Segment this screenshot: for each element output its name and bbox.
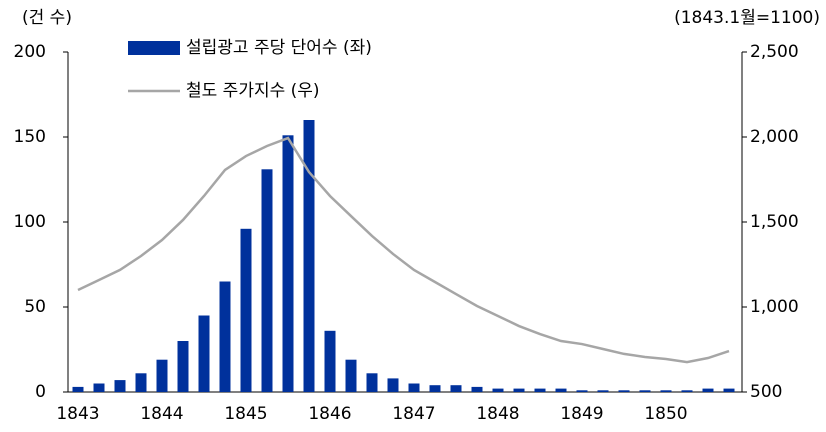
bar	[282, 135, 294, 393]
bar	[576, 390, 588, 392]
bar	[534, 388, 546, 392]
bar	[177, 341, 189, 392]
bar	[597, 390, 609, 392]
x-tick-label: 1850	[644, 404, 687, 424]
x-tick-label: 1844	[140, 404, 183, 424]
bar	[303, 120, 315, 392]
bar	[471, 386, 483, 392]
bar	[618, 390, 630, 392]
legend-swatch	[128, 41, 180, 55]
x-tick-label: 1846	[308, 404, 351, 424]
bar	[72, 386, 84, 392]
x-tick-label: 1845	[224, 404, 267, 424]
y2-tick-label: 2,000	[750, 127, 799, 147]
x-tick-label: 1849	[560, 404, 603, 424]
bar	[93, 383, 105, 392]
bar	[324, 330, 336, 392]
y2-tick-label: 500	[750, 382, 782, 402]
bar	[387, 378, 399, 392]
bar	[660, 390, 672, 392]
y-tick-label: 200	[14, 42, 46, 62]
bar	[408, 383, 420, 392]
bar	[198, 315, 210, 392]
bar	[366, 373, 378, 392]
bar	[156, 359, 168, 392]
bar	[219, 281, 231, 392]
bar	[240, 228, 252, 392]
y2-tick-label: 2,500	[750, 42, 799, 62]
bar	[429, 385, 441, 392]
bar	[639, 390, 651, 392]
line-series	[77, 136, 730, 364]
bar	[681, 390, 693, 392]
y2-axis-label: (1843.1월=1100)	[674, 8, 820, 28]
bar	[135, 373, 147, 392]
x-tick-label: 1843	[56, 404, 99, 424]
y2-tick-label: 1,000	[750, 297, 799, 317]
bar	[345, 359, 357, 392]
legend-label: 설립광고 주당 단어수 (좌)	[186, 38, 372, 58]
x-tick-label: 1848	[476, 404, 519, 424]
x-tick-label: 1847	[392, 404, 435, 424]
bar	[723, 388, 735, 392]
y-axis-label: (건 수)	[22, 8, 72, 28]
bar	[513, 388, 525, 392]
bar	[492, 388, 504, 392]
bar	[114, 380, 126, 392]
y-tick-label: 50	[24, 297, 46, 317]
bar	[261, 169, 273, 392]
y-tick-label: 0	[35, 382, 46, 402]
bar	[702, 388, 714, 392]
y-tick-label: 150	[14, 127, 46, 147]
legend-label: 철도 주가지수 (우)	[186, 81, 320, 101]
y2-tick-label: 1,500	[750, 212, 799, 232]
bar	[555, 388, 567, 392]
y-tick-label: 100	[14, 212, 46, 232]
bar	[450, 385, 462, 392]
